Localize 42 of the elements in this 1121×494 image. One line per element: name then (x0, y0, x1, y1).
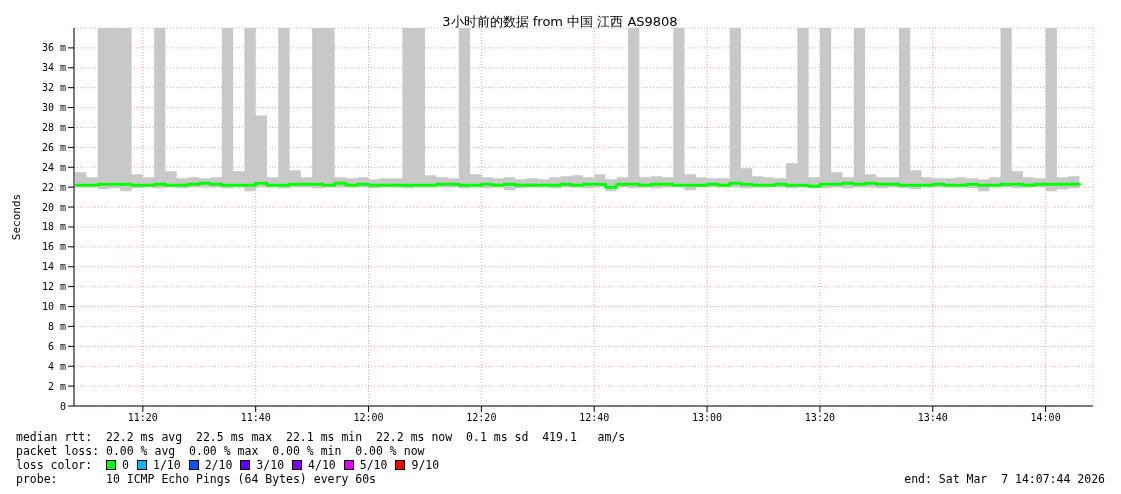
y-tick-label: 2 m (47, 380, 66, 392)
chart-title: 3小时前的数据 from 中国 江西 AS9808 (442, 13, 678, 29)
y-tick-label: 26 m (41, 141, 66, 153)
text: packet loss: 0.00 % avg 0.00 % max 0.00 % min 0.00 % now (16, 444, 426, 458)
y-tick-label: 4 m (47, 360, 66, 372)
y-tick-label: 28 m (41, 122, 66, 134)
x-tick-label: 14:00 (1030, 412, 1061, 424)
legend-label: 1/10 (152, 458, 181, 472)
text: median rtt: 22.2 ms avg 22.5 ms max 22.1 ms min 22.2 ms now 0.1 ms sd 419.1 am/s (16, 430, 627, 444)
y-tick-label: 32 m (41, 82, 66, 94)
y-tick-label: 14 m (41, 261, 66, 273)
y-tick-label: 36 m (41, 42, 66, 54)
legend-label: 0 (122, 458, 129, 472)
y-tick-label: 12 m (41, 281, 66, 293)
legend-label: 3/10 (256, 458, 285, 472)
y-tick-label: 16 m (41, 241, 66, 253)
legend-label: 4/10 (308, 458, 336, 472)
y-tick-label: 6 m (47, 340, 66, 352)
legend-title: loss color: (16, 458, 94, 472)
x-tick-label: 11:20 (127, 412, 158, 424)
y-tick-label: 18 m (41, 221, 66, 233)
y-tick-label: 24 m (41, 161, 66, 173)
x-tick-label: 12:00 (353, 412, 384, 424)
y-tick-label: 8 m (47, 320, 66, 332)
x-tick-label: 13:20 (804, 412, 835, 424)
x-tick-label: 12:20 (466, 412, 497, 424)
y-tick-label: 22 m (41, 181, 66, 193)
x-tick-label: 13:00 (692, 412, 723, 424)
y-tick-label: 10 m (41, 301, 66, 313)
x-tick-label: 13:40 (917, 412, 948, 424)
legend-label: 5/10 (359, 458, 388, 472)
text: probe: 10 ICMP Echo Pings (64 Bytes) every 60s (16, 472, 377, 486)
y-tick-label: 0 (59, 400, 66, 412)
y-axis-title: Seconds (9, 193, 23, 241)
text: end: Sat Mar 7 14:07:44 2026 (904, 472, 1105, 486)
y-tick-label: 20 m (41, 201, 66, 213)
x-tick-label: 11:40 (240, 412, 271, 424)
legend-label: 9/10 (411, 458, 440, 472)
legend-label: 2/10 (204, 458, 233, 472)
y-tick-label: 34 m (41, 62, 66, 74)
y-tick-label: 30 m (41, 102, 66, 114)
x-tick-label: 12:40 (579, 412, 610, 424)
